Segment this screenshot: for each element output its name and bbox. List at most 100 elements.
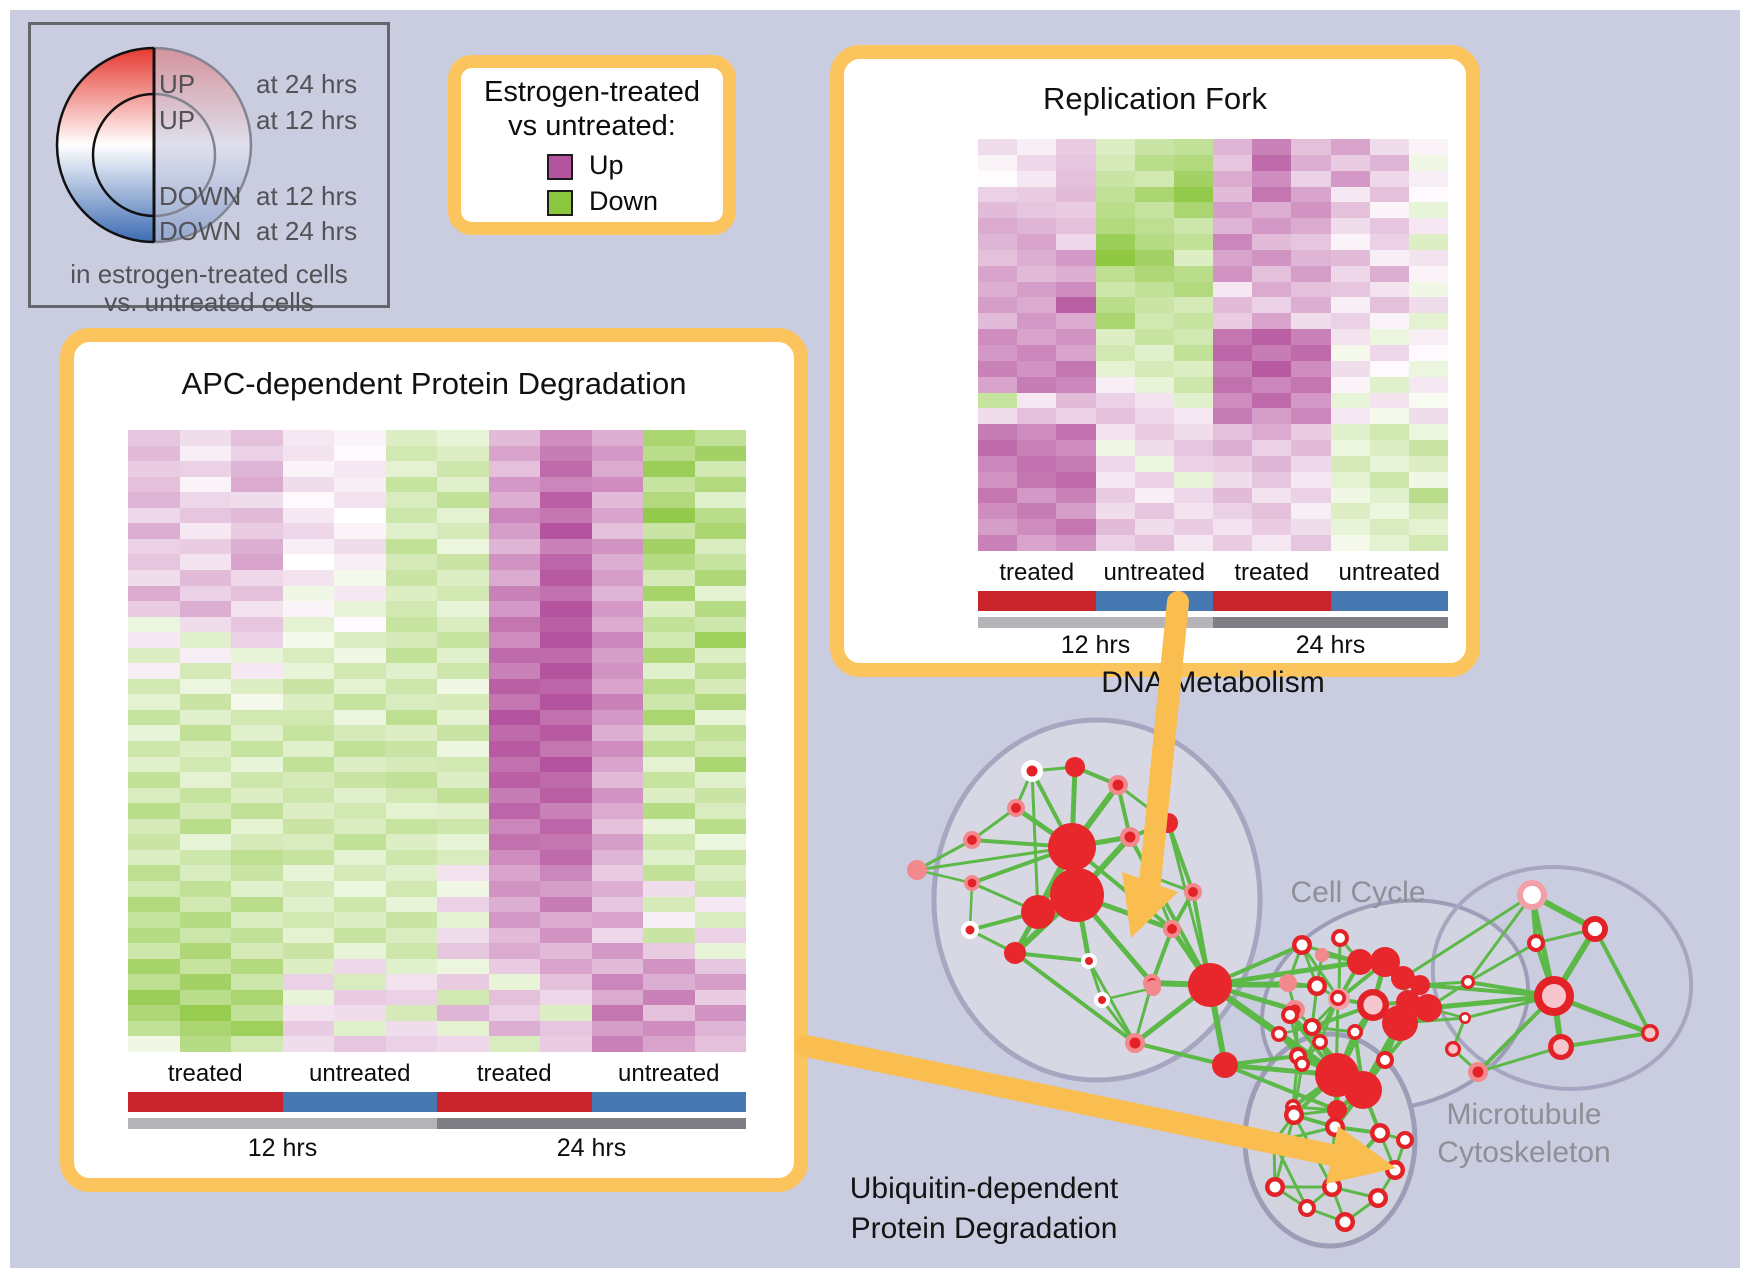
heatmap-cell — [128, 709, 180, 726]
heatmap-cell — [1056, 329, 1096, 345]
heatmap-cell — [694, 880, 746, 897]
heatmap-cell — [1252, 202, 1292, 219]
heatmap-cell — [591, 989, 643, 1006]
heatmap-cell — [1056, 455, 1096, 472]
heatmap-cell — [694, 974, 746, 990]
heatmap-cell — [437, 709, 489, 726]
heatmap-cell — [282, 865, 334, 881]
heatmap-cell — [1408, 234, 1448, 250]
heatmap-cell — [694, 1036, 746, 1052]
heatmap-cell — [334, 849, 386, 866]
legend-down-24: DOWN — [159, 216, 242, 246]
heatmap-cell — [540, 569, 592, 586]
heatmap-cell — [488, 849, 540, 866]
heatmap-cell — [1056, 471, 1096, 488]
heatmap-cell — [128, 616, 180, 633]
heatmap-cell — [1369, 218, 1409, 235]
heatmap-cell — [385, 834, 437, 850]
heatmap-cell — [231, 880, 283, 897]
heatmap-cell — [488, 772, 540, 788]
heatmap-cell — [1213, 408, 1253, 425]
heatmap-cell — [591, 523, 643, 539]
heatmap-cell — [1408, 424, 1448, 441]
heatmap-cell — [978, 186, 1018, 203]
heatmap-cell — [1291, 424, 1331, 441]
legend-up-24: UP — [159, 69, 196, 99]
heatmap-cell — [1330, 392, 1370, 409]
heatmap-cell — [1173, 503, 1213, 520]
heatmap-cell — [1291, 297, 1331, 314]
heatmap-cell — [488, 818, 540, 835]
heatmap-cell — [643, 927, 695, 944]
heatmap-cell — [591, 912, 643, 928]
heatmap-cell — [1134, 455, 1174, 472]
heatmap-cell — [385, 523, 437, 539]
heatmap-cell — [1095, 313, 1135, 330]
heatmap-cell — [282, 1036, 334, 1052]
heatmap-cell — [1252, 154, 1292, 171]
heatmap-cell — [179, 538, 231, 555]
treatment-bar-segment — [1095, 591, 1213, 611]
heatmap-cell — [1369, 440, 1409, 456]
heatmap-cell — [1095, 455, 1135, 472]
heatmap-cell — [1173, 249, 1213, 266]
group-label: untreated — [1338, 559, 1440, 586]
heatmap-cell — [179, 554, 231, 570]
heatmap-cell — [437, 678, 489, 695]
heatmap-cell — [1017, 360, 1057, 377]
heatmap-cell — [488, 569, 540, 586]
heatmap-cell — [437, 445, 489, 462]
heatmap-cell — [437, 943, 489, 959]
heatmap-cell — [1134, 139, 1174, 155]
heatmap-cell — [1252, 234, 1292, 250]
heatmap-cell — [1095, 471, 1135, 488]
heatmap-cell — [1056, 519, 1096, 536]
heatmap-cell — [591, 958, 643, 975]
heatmap-cell — [591, 725, 643, 741]
heatmap-cell — [282, 538, 334, 555]
heatmap-cell — [1291, 154, 1331, 171]
heatmap-cell — [488, 896, 540, 913]
heatmap-cell — [978, 360, 1018, 377]
heatmap-cell — [128, 678, 180, 695]
heatmap-cell — [978, 297, 1018, 314]
heatmap-cell — [1213, 503, 1253, 520]
heatmap-cell — [1291, 234, 1331, 250]
heatmap-cell — [128, 569, 180, 586]
heatmap-cell — [231, 538, 283, 555]
heatmap-cell — [488, 725, 540, 741]
heatmap-cell — [179, 585, 231, 602]
heatmap-cell — [694, 772, 746, 788]
heatmap-cell — [1017, 329, 1057, 345]
heatmap-cell — [282, 476, 334, 493]
group-label: treated — [476, 1060, 552, 1087]
heatmap-cell — [1330, 408, 1370, 425]
treatment-bar-segment — [1213, 591, 1331, 611]
heatmap-cell — [334, 461, 386, 477]
heatmap-cell — [128, 958, 180, 975]
heatmap-cell — [179, 1005, 231, 1021]
heatmap-cell — [179, 772, 231, 788]
rf-treatment-bars — [978, 591, 1448, 611]
heatmap-cell — [437, 958, 489, 975]
heatmap-cell — [694, 461, 746, 477]
heatmap-cell — [1017, 234, 1057, 250]
heatmap-cell — [643, 647, 695, 664]
heatmap-cell — [437, 507, 489, 524]
heatmap-cell — [334, 569, 386, 586]
heatmap-cell — [1213, 440, 1253, 456]
heatmap-cell — [179, 896, 231, 913]
heatmap-cell — [1408, 218, 1448, 235]
heatmap-cell — [1213, 455, 1253, 472]
heatmap-cell — [643, 849, 695, 866]
heatmap-cell — [1213, 154, 1253, 171]
heatmap-cell — [385, 974, 437, 990]
heatmap-cell — [591, 1036, 643, 1052]
heatmap-cell — [1134, 360, 1174, 377]
heatmap-cell — [128, 896, 180, 913]
heatmap-cell — [694, 430, 746, 446]
heatmap-cell — [540, 1036, 592, 1052]
heatmap-cell — [1056, 139, 1096, 155]
time-label: 12 hrs — [1060, 631, 1131, 659]
treatment-bar-segment — [437, 1092, 592, 1112]
